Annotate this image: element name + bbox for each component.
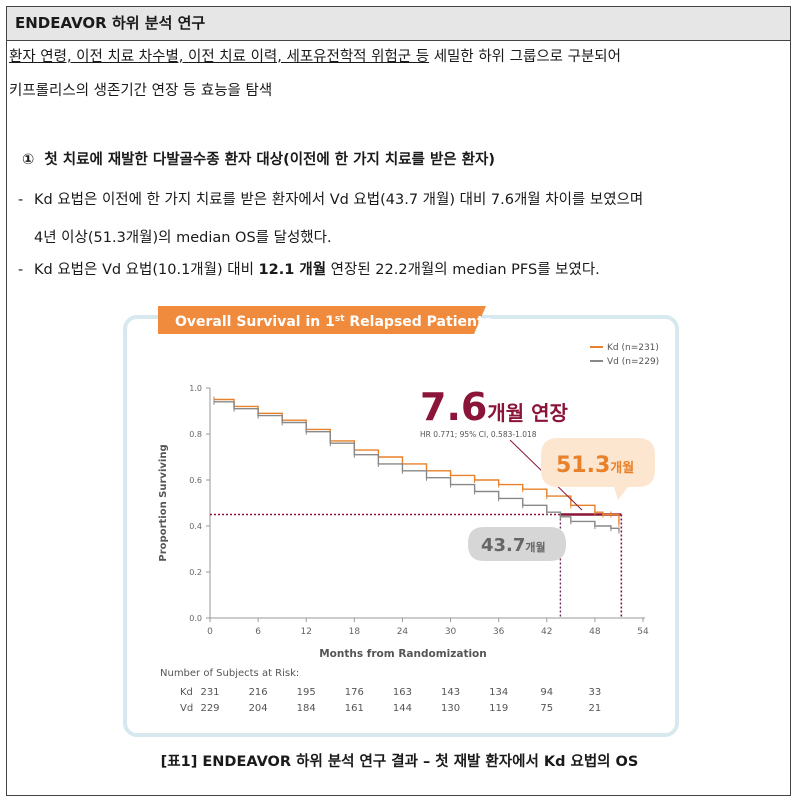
bullet-1: - Kd 요법은 이전에 한 가지 치료를 받은 환자에서 Vd 요법(43.7 …	[18, 192, 644, 208]
x-tick-label: 12	[300, 627, 311, 637]
x-tick-label: 36	[493, 627, 505, 637]
risk-cell: 75	[540, 703, 553, 714]
x-tick-label: 0	[207, 627, 213, 637]
risk-cell: 143	[441, 687, 460, 698]
bullet-2-post: 연장된 22.2개월의 median PFS를 보였다.	[326, 262, 600, 278]
bullet-1-line1: Kd 요법은 이전에 한 가지 치료를 받은 환자에서 Vd 요법(43.7 개…	[34, 192, 644, 208]
risk-cell: 163	[393, 687, 412, 698]
y-ticks: 0.0 0.2 0.4 0.6 0.8 1.0	[189, 384, 210, 623]
risk-table: Kd 231 216 195 176 163 143 134 94 33 Vd 229 204 184 16…	[180, 687, 601, 714]
risk-cell: 195	[297, 687, 316, 698]
bullet-2: - Kd 요법은 Vd 요법(10.1개월) 대비 12.1 개월 연장된 22.…	[18, 262, 600, 278]
intro-rest: 세밀한 하위 그룹으로 구분되어	[429, 49, 621, 65]
vd-callout	[468, 527, 566, 561]
intro-line2: 키프롤리스의 생존기간 연장 등 효능을 탐색	[9, 83, 273, 99]
risk-cell: 134	[489, 687, 508, 698]
risk-cell: 231	[200, 687, 219, 698]
risk-cell: 204	[249, 703, 268, 714]
risk-row-label: Vd	[180, 703, 193, 714]
risk-row-label: Kd	[180, 687, 193, 698]
x-tick-label: 30	[445, 627, 457, 637]
kd-callout-text: 51.3개월	[556, 453, 634, 478]
risk-cell: 161	[345, 703, 364, 714]
os-chart-frame	[123, 315, 679, 737]
risk-cell: 21	[589, 703, 602, 714]
legend-label: Vd (n=229)	[607, 357, 659, 367]
section-title: ① 첫 치료에 재발한 다발골수종 환자 대상(이전에 한 가지 치료를 받은 …	[22, 148, 495, 169]
annotation-hr: HR 0.771; 95% CI, 0.583-1.018	[420, 430, 537, 439]
risk-cell: 184	[297, 703, 316, 714]
y-tick-label: 0.4	[189, 522, 202, 531]
doc-header: ENDEAVOR 하위 분석 연구	[7, 7, 790, 41]
section-marker: ①	[22, 152, 35, 168]
risk-cell: 94	[540, 687, 553, 698]
x-tick-label: 42	[541, 627, 552, 637]
bullet-2-pre: Kd 요법은 Vd 요법(10.1개월) 대비	[34, 262, 259, 278]
legend-label: Kd (n=231)	[607, 343, 659, 353]
x-tick-label: 54	[637, 627, 649, 637]
y-tick-label: 0.8	[189, 430, 202, 439]
intro-text: 환자 연령, 이전 치료 차수별, 이전 치료 이력, 세포유전학적 위험군 등…	[9, 40, 779, 108]
section-title-text: 첫 치료에 재발한 다발골수종 환자 대상(이전에 한 가지 치료를 받은 환자…	[44, 152, 495, 168]
y-axis-label: Proportion Surviving	[158, 444, 169, 561]
risk-cell: 216	[249, 687, 268, 698]
x-tick-label: 6	[255, 627, 261, 637]
kd-callout	[541, 438, 655, 500]
chart-title: Overall Survival in 1st Relapsed Patient…	[175, 314, 492, 330]
x-tick-label: 18	[349, 627, 361, 637]
x-ticks: 0 6 12 18 24 30 36 42 48 54	[207, 618, 649, 637]
series-line-kd	[214, 398, 620, 524]
chart-series	[213, 396, 620, 534]
x-tick-label: 48	[589, 627, 601, 637]
y-tick-label: 0.2	[189, 568, 202, 577]
risk-cell: 176	[345, 687, 364, 698]
y-tick-label: 1.0	[189, 384, 202, 393]
risk-cell: 229	[200, 703, 219, 714]
risk-cell: 130	[441, 703, 460, 714]
figure-caption: [표1] ENDEAVOR 하위 분석 연구 결과 – 첫 재발 환자에서 Kd…	[160, 754, 639, 770]
chart-banner	[158, 306, 486, 334]
risk-cell: 119	[489, 703, 508, 714]
bullet-2-bold: 12.1 개월	[258, 262, 327, 278]
x-tick-label: 24	[397, 627, 409, 637]
document-box: ENDEAVOR 하위 분석 연구	[6, 6, 791, 796]
vd-callout-text: 43.7개월	[481, 535, 546, 556]
annotation-difference: 7.6개월 연장	[420, 385, 568, 429]
risk-table-title: Number of Subjects at Risk:	[160, 668, 299, 679]
risk-cell: 33	[589, 687, 602, 698]
y-tick-label: 0.6	[189, 476, 202, 485]
bullet-1-line2: 4년 이상(51.3개월)의 median OS를 달성했다.	[34, 230, 332, 246]
risk-cell: 144	[393, 703, 412, 714]
y-tick-label: 0.0	[189, 614, 202, 623]
intro-underlined: 환자 연령, 이전 치료 차수별, 이전 치료 이력, 세포유전학적 위험군 등	[9, 49, 430, 65]
x-axis-label: Months from Randomization	[319, 648, 487, 660]
chart-legend: Kd (n=231) Vd (n=229)	[590, 343, 659, 367]
